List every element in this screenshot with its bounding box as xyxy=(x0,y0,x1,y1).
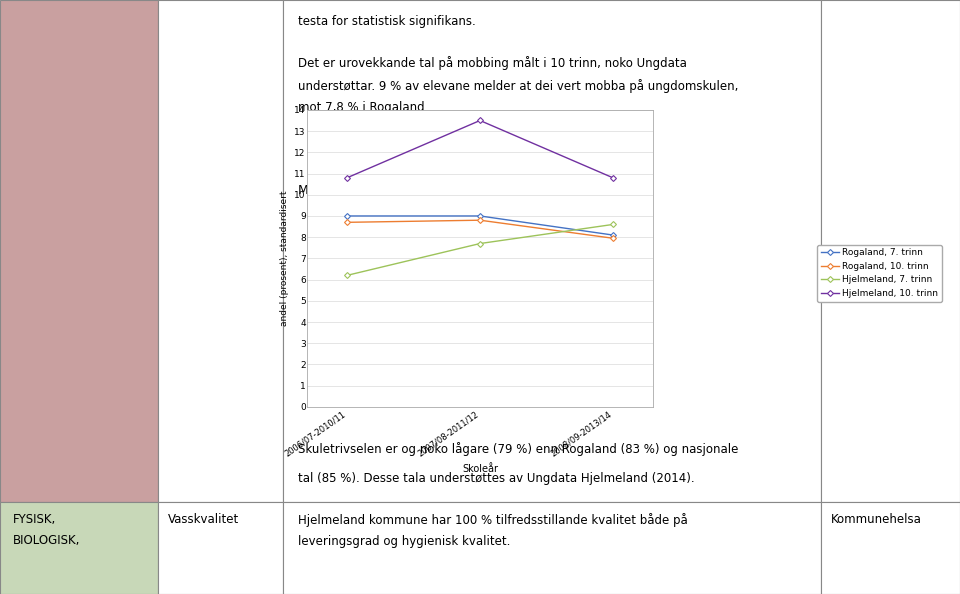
Text: Mobbing:: Mobbing: xyxy=(298,184,355,197)
Text: FYSISK,
BIOLOGISK,: FYSISK, BIOLOGISK, xyxy=(12,513,80,547)
Bar xyxy=(821,502,960,594)
X-axis label: Skoleår: Skoleår xyxy=(462,464,498,474)
Hjelmeland, 7. trinn xyxy=(342,272,353,279)
Bar xyxy=(158,502,283,594)
Text: Det er urovekkande tal på mobbing målt i 10 trinn, noko Ungdata
understøttar. 9 : Det er urovekkande tal på mobbing målt i… xyxy=(298,56,738,114)
Hjelmeland, 10. trinn xyxy=(342,174,353,181)
Text: Hjelmeland kommune har 100 % tilfredsstillande kvalitet både på
leveringsgrad og: Hjelmeland kommune har 100 % tilfredssti… xyxy=(298,513,687,548)
Line: Rogaland, 10. trinn: Rogaland, 10. trinn xyxy=(345,218,615,241)
Rogaland, 7. trinn xyxy=(474,213,486,220)
Bar xyxy=(283,0,821,502)
Line: Hjelmeland, 10. trinn: Hjelmeland, 10. trinn xyxy=(345,118,615,180)
Legend: Rogaland, 7. trinn, Rogaland, 10. trinn, Hjelmeland, 7. trinn, Hjelmeland, 10. t: Rogaland, 7. trinn, Rogaland, 10. trinn,… xyxy=(817,245,942,302)
Hjelmeland, 10. trinn xyxy=(607,174,618,181)
Bar xyxy=(0,502,158,594)
Bar xyxy=(283,502,821,594)
Bar xyxy=(821,0,960,502)
Bar xyxy=(158,0,283,502)
Rogaland, 10. trinn xyxy=(342,219,353,226)
Hjelmeland, 7. trinn xyxy=(607,221,618,228)
Hjelmeland, 10. trinn xyxy=(474,117,486,124)
Rogaland, 7. trinn xyxy=(607,232,618,239)
Y-axis label: andel (prosent), standardisert: andel (prosent), standardisert xyxy=(279,191,289,326)
Text: testa for statistisk signifikans.: testa for statistisk signifikans. xyxy=(298,15,475,28)
Rogaland, 10. trinn xyxy=(474,217,486,224)
Text: tal (85 %). Desse tala understøttes av Ungdata Hjelmeland (2014).: tal (85 %). Desse tala understøttes av U… xyxy=(298,472,694,485)
Line: Hjelmeland, 7. trinn: Hjelmeland, 7. trinn xyxy=(345,222,615,277)
Text: Skuletrivselen er og noko lågare (79 %) enn Rogaland (83 %) og nasjonale: Skuletrivselen er og noko lågare (79 %) … xyxy=(298,443,738,457)
Text: Kommunehelsa: Kommunehelsa xyxy=(830,513,922,526)
Rogaland, 10. trinn xyxy=(607,235,618,242)
Bar xyxy=(0,0,158,502)
Rogaland, 7. trinn xyxy=(342,213,353,220)
Text: Vasskvalitet: Vasskvalitet xyxy=(168,513,240,526)
Hjelmeland, 7. trinn xyxy=(474,240,486,247)
Line: Rogaland, 7. trinn: Rogaland, 7. trinn xyxy=(345,214,615,237)
